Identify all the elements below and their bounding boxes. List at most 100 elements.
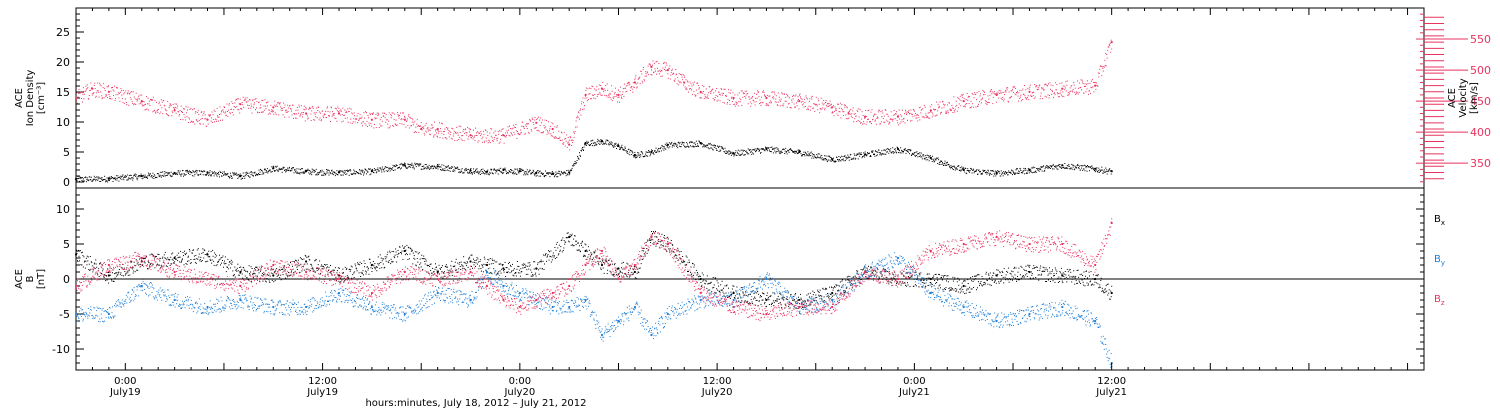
density-series-sample <box>240 176 242 178</box>
density-series-sample <box>233 172 235 174</box>
velocity-series-sample <box>1068 93 1070 95</box>
velocity-series-sample <box>850 108 852 110</box>
velocity-series-sample <box>208 114 210 116</box>
density-series-sample <box>854 158 856 160</box>
density-series-sample <box>512 172 514 174</box>
density-tick-label: 25 <box>56 26 70 39</box>
velocity-series-sample <box>573 136 575 138</box>
series-bx-sample <box>279 277 281 278</box>
velocity-series-sample <box>938 107 940 109</box>
velocity-series-sample <box>765 103 767 105</box>
velocity-series-sample <box>946 112 947 114</box>
series-bx-sample <box>80 252 82 254</box>
velocity-series-sample <box>948 102 950 104</box>
velocity-series-sample <box>570 139 572 141</box>
velocity-series-sample <box>976 92 978 94</box>
velocity-series-sample <box>399 123 401 124</box>
velocity-series-sample <box>997 93 999 95</box>
density-series-sample <box>560 174 562 176</box>
density-series-sample <box>1097 169 1099 171</box>
velocity-series-sample <box>1107 50 1109 52</box>
density-series-sample <box>291 167 292 169</box>
density-series-sample <box>135 175 137 177</box>
velocity-series-sample <box>98 96 100 98</box>
density-series-sample <box>931 158 933 160</box>
series-bx-sample <box>94 262 96 264</box>
velocity-series-sample <box>351 112 353 114</box>
velocity-series-point <box>633 81 637 84</box>
velocity-series-sample <box>486 140 488 142</box>
density-series-sample <box>811 157 813 159</box>
velocity-series-sample <box>188 118 190 120</box>
density-series-sample <box>467 172 469 174</box>
density-series-sample <box>962 168 964 170</box>
velocity-series-sample <box>1091 87 1093 89</box>
density-series-sample <box>380 169 382 171</box>
density-series-sample <box>679 145 681 147</box>
density-series-sample <box>878 152 880 154</box>
density-series-sample <box>641 151 643 153</box>
velocity-series-sample <box>380 125 382 127</box>
series-bx-sample <box>209 258 211 260</box>
density-series-sample <box>400 168 401 170</box>
density-series-sample <box>993 172 995 174</box>
velocity-series-sample <box>623 95 625 97</box>
series-bx-sample <box>320 265 322 267</box>
velocity-series-sample <box>325 110 327 112</box>
velocity-series-sample <box>1097 85 1099 87</box>
density-series-sample <box>736 154 738 156</box>
density-series-sample <box>140 173 142 175</box>
velocity-series-sample <box>980 93 981 95</box>
velocity-series-sample <box>500 130 502 132</box>
density-series-sample <box>240 178 242 180</box>
density-series-sample <box>364 171 365 173</box>
velocity-series-sample <box>824 109 826 111</box>
series-bx-sample <box>177 260 179 262</box>
velocity-series-sample <box>604 90 606 91</box>
velocity-series-sample <box>623 83 625 85</box>
velocity-series-sample <box>845 118 847 120</box>
density-series-sample <box>505 170 507 172</box>
velocity-series-sample <box>847 111 849 113</box>
velocity-series-sample <box>479 132 481 134</box>
density-series-sample <box>480 170 482 172</box>
density-series-sample <box>320 170 322 171</box>
density-series-sample <box>747 153 749 155</box>
density-series-sample <box>246 171 248 173</box>
series-bx-sample <box>206 254 208 256</box>
density-series-sample <box>410 164 412 165</box>
velocity-series-sample <box>634 79 636 81</box>
density-series-sample <box>331 169 333 171</box>
density-series-sample <box>166 175 168 176</box>
velocity-series-sample <box>1040 92 1042 94</box>
density-series-sample <box>466 170 468 171</box>
density-series-sample <box>1066 167 1068 169</box>
velocity-series-sample <box>113 90 115 92</box>
density-series-sample <box>861 157 863 159</box>
velocity-series-sample <box>353 112 355 114</box>
density-series-sample <box>897 147 899 149</box>
velocity-series-sample <box>958 103 960 105</box>
density-series-sample <box>994 170 996 172</box>
velocity-series-sample <box>753 101 755 103</box>
density-series-sample <box>795 151 796 153</box>
density-series-sample <box>418 165 420 167</box>
velocity-series-sample <box>972 103 974 105</box>
velocity-series-sample <box>77 102 78 104</box>
density-series-sample <box>458 168 460 170</box>
velocity-series-sample <box>948 102 950 104</box>
velocity-series-sample <box>224 112 226 114</box>
series-bx-sample <box>196 258 198 260</box>
density-series-sample <box>778 150 780 152</box>
velocity-series-sample <box>339 114 341 116</box>
series-bx-sample <box>230 259 232 261</box>
density-series-sample <box>1011 169 1013 171</box>
velocity-series-sample <box>355 119 357 120</box>
density-series-sample <box>858 153 860 155</box>
velocity-series-sample <box>719 100 721 102</box>
velocity-series-sample <box>1006 89 1008 91</box>
density-series-sample <box>671 146 673 148</box>
velocity-series-sample <box>758 96 760 98</box>
velocity-series-sample <box>130 91 132 93</box>
density-series-sample <box>607 140 609 142</box>
